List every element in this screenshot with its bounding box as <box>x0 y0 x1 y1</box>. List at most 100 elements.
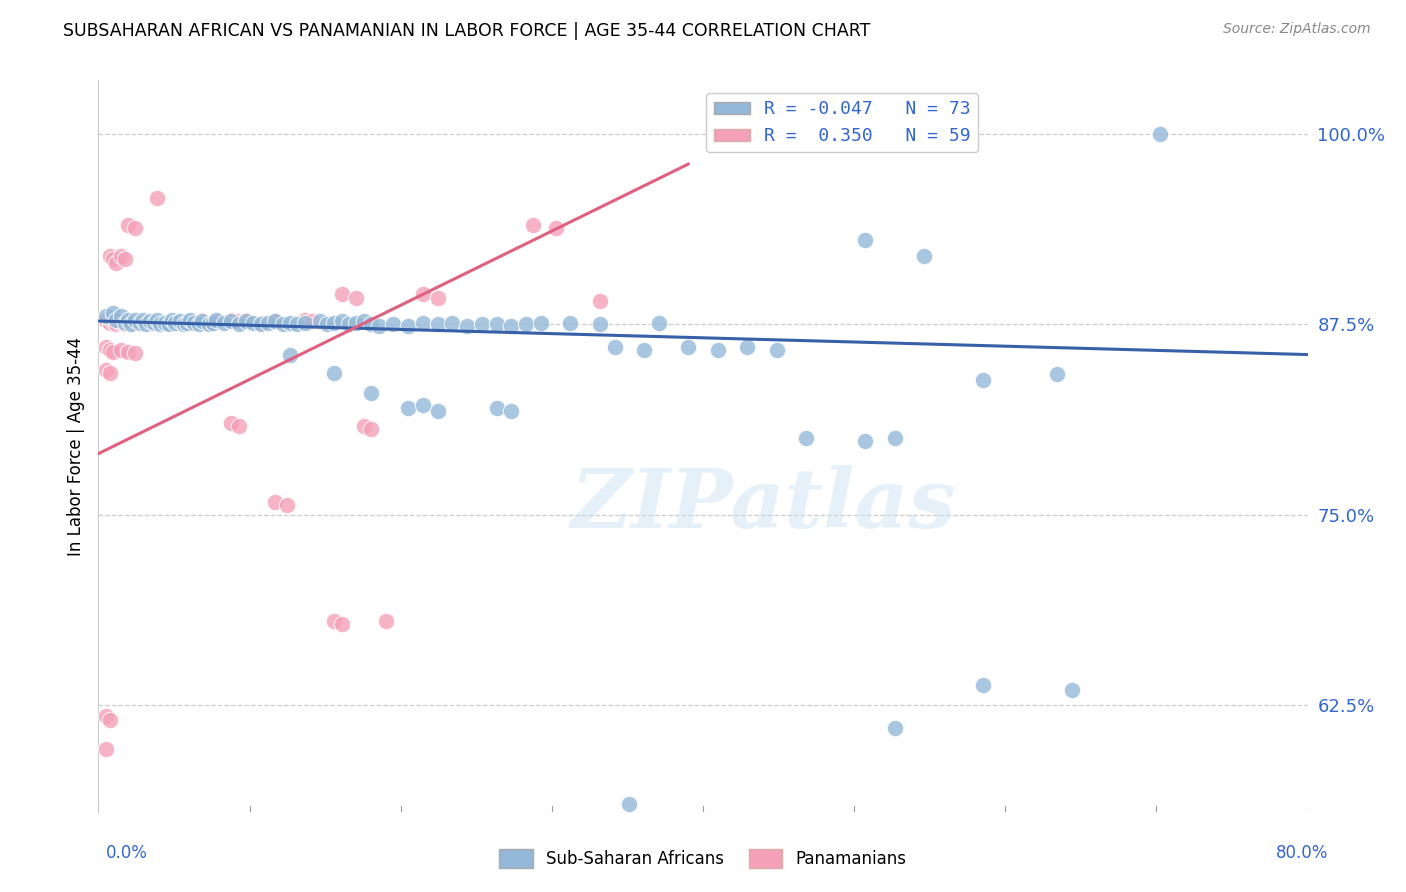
Point <box>853 233 876 247</box>
Y-axis label: In Labor Force | Age 35-44: In Labor Force | Age 35-44 <box>66 336 84 556</box>
Point <box>249 316 271 330</box>
Point <box>242 316 264 330</box>
Text: 80.0%: 80.0% <box>1277 844 1329 862</box>
Point <box>179 312 201 326</box>
Point <box>264 314 287 328</box>
Point <box>412 286 434 301</box>
Point <box>485 317 508 331</box>
Point <box>110 316 132 330</box>
Point <box>105 312 128 326</box>
Point <box>124 312 146 326</box>
Point <box>912 248 935 262</box>
Point <box>396 318 419 333</box>
Point <box>471 317 494 331</box>
Point <box>972 678 994 692</box>
Point <box>360 385 382 400</box>
Point <box>501 404 523 418</box>
Point <box>131 316 153 330</box>
Point <box>101 252 124 266</box>
Text: SUBSAHARAN AFRICAN VS PANAMANIAN IN LABOR FORCE | AGE 35-44 CORRELATION CHART: SUBSAHARAN AFRICAN VS PANAMANIAN IN LABO… <box>63 22 870 40</box>
Point <box>337 317 360 331</box>
Point <box>530 316 553 330</box>
Point <box>212 316 235 330</box>
Point <box>183 314 205 328</box>
Point <box>330 314 353 328</box>
Point <box>330 617 353 632</box>
Point <box>228 314 250 328</box>
Point <box>235 314 257 328</box>
Point <box>114 252 136 266</box>
Point <box>426 317 449 331</box>
Point <box>264 314 287 328</box>
Point <box>323 366 346 380</box>
Point <box>94 312 117 326</box>
Point <box>143 316 166 330</box>
Point <box>187 317 209 331</box>
Point <box>160 312 183 326</box>
Point <box>678 340 700 354</box>
Point <box>323 614 346 628</box>
Point <box>1149 127 1171 141</box>
Point <box>501 318 523 333</box>
Point <box>94 310 117 324</box>
Point <box>330 286 353 301</box>
Point <box>101 344 124 359</box>
Point <box>706 343 728 357</box>
Point <box>219 314 242 328</box>
Point <box>249 317 271 331</box>
Point <box>257 316 280 330</box>
Point <box>205 312 228 326</box>
Point <box>603 340 626 354</box>
Point <box>105 256 128 270</box>
Point <box>169 316 191 330</box>
Point <box>353 314 375 328</box>
Point <box>426 404 449 418</box>
Point <box>157 317 180 331</box>
Point <box>735 340 758 354</box>
Point <box>794 431 817 445</box>
Point <box>98 714 121 728</box>
Point <box>219 416 242 430</box>
Point <box>883 721 905 735</box>
Point <box>128 317 150 331</box>
Point <box>648 316 671 330</box>
Point <box>169 314 191 328</box>
Point <box>278 347 301 362</box>
Text: 0.0%: 0.0% <box>105 844 148 862</box>
Point <box>228 419 250 434</box>
Point <box>619 797 641 811</box>
Point <box>98 366 121 380</box>
Point <box>316 317 339 331</box>
Point <box>515 317 537 331</box>
Point <box>146 191 169 205</box>
Point <box>176 317 198 331</box>
Point <box>110 248 132 262</box>
Point <box>124 346 146 360</box>
Point <box>198 317 221 331</box>
Point <box>98 343 121 357</box>
Point <box>560 316 582 330</box>
Point <box>190 314 212 328</box>
Point <box>198 316 221 330</box>
Point <box>105 317 128 331</box>
Point <box>765 343 787 357</box>
Point <box>323 316 346 330</box>
Point <box>276 499 298 513</box>
Point <box>120 317 142 331</box>
Point <box>853 434 876 449</box>
Point <box>426 291 449 305</box>
Point <box>367 318 389 333</box>
Point <box>346 316 368 330</box>
Point <box>589 317 612 331</box>
Point <box>139 314 162 328</box>
Point <box>176 316 198 330</box>
Text: Source: ZipAtlas.com: Source: ZipAtlas.com <box>1223 22 1371 37</box>
Point <box>153 316 176 330</box>
Point <box>120 317 142 331</box>
Point <box>117 312 139 326</box>
Point <box>135 317 157 331</box>
Point <box>202 316 225 330</box>
Point <box>219 312 242 326</box>
Point <box>183 316 205 330</box>
Point <box>264 495 287 509</box>
